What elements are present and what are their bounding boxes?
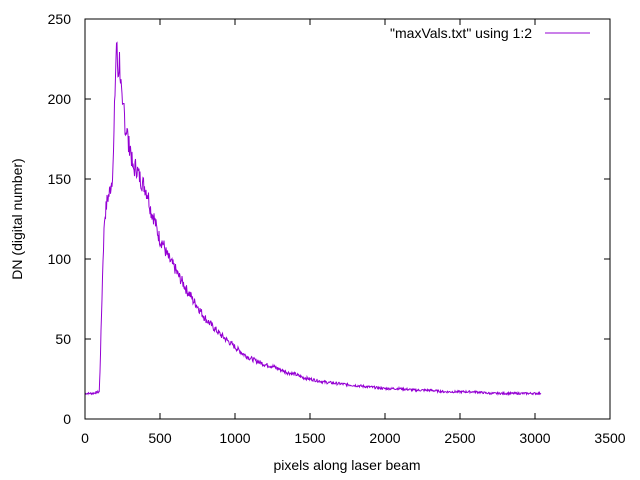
x-tick-label: 2500 [444, 430, 475, 446]
series-layer [84, 41, 542, 397]
x-tick-label: 2000 [369, 430, 400, 446]
y-axis-label: DN (digital number) [9, 158, 25, 279]
x-tick-label: 3000 [519, 430, 550, 446]
y-tick-label: 100 [48, 251, 72, 267]
y-tick-label: 200 [48, 91, 72, 107]
axis-ticks [84, 18, 611, 420]
legend: "maxVals.txt" using 1:2 [390, 25, 590, 41]
y-tick-label: 250 [48, 11, 72, 27]
y-tick-label: 150 [48, 171, 72, 187]
x-tick-label: 3500 [594, 430, 625, 446]
x-tick-label: 1000 [219, 430, 250, 446]
x-axis-label: pixels along laser beam [273, 457, 420, 473]
y-tick-label: 0 [63, 411, 71, 427]
tick-labels: 0 500 1000 1500 2000 2500 3000 3500 0 50 100 150 200… [48, 11, 626, 446]
plot-frame [84, 18, 611, 420]
x-tick-label: 0 [81, 430, 89, 446]
x-tick-label: 500 [148, 430, 172, 446]
y-tick-label: 50 [55, 331, 71, 347]
x-tick-label: 1500 [294, 430, 325, 446]
series-line [84, 41, 542, 397]
legend-label: "maxVals.txt" using 1:2 [390, 25, 532, 41]
